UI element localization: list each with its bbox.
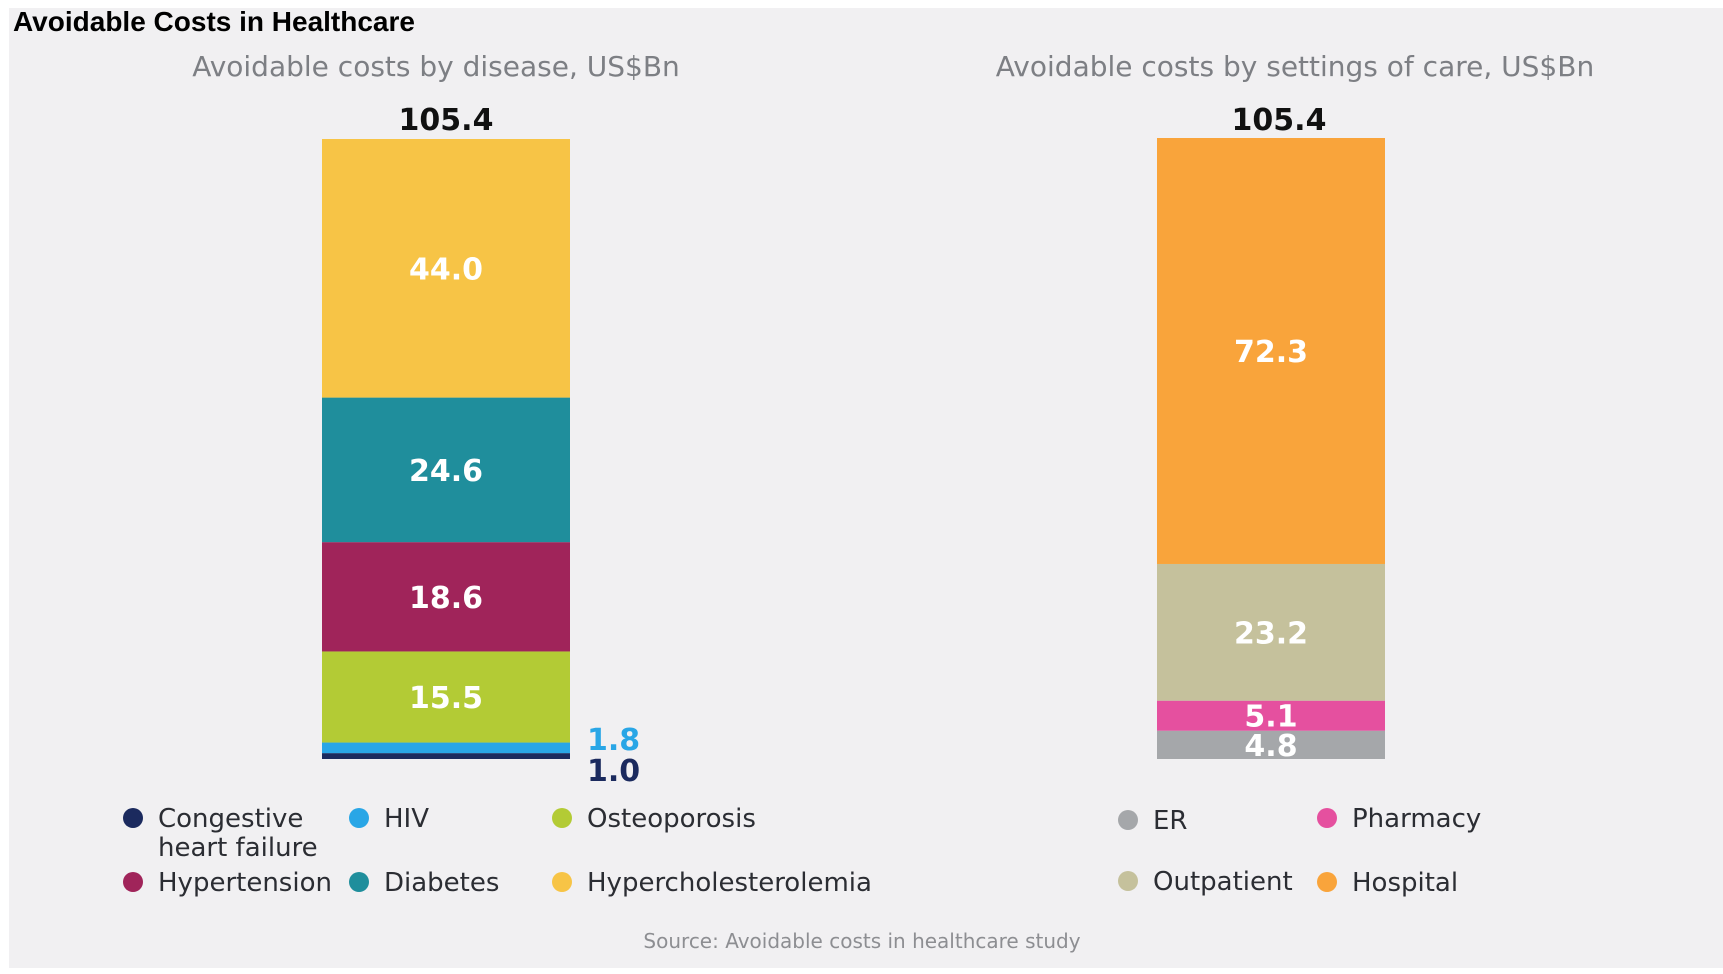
data-label-pharmacy: 5.1 [1244,700,1297,735]
legend-swatch-hypercholesterolemia [552,872,572,892]
data-label-outpatient: 23.2 [1234,616,1308,651]
legend-label-pharmacy: Pharmacy [1352,804,1481,834]
legend-label-osteoporosis: Osteoporosis [587,804,756,834]
data-label-congestive-heart-failure: 1.0 [587,754,640,789]
bar-segment-er [1157,730,1385,759]
bar-segment-outpatient [1157,563,1385,701]
chart-subtitle-settings: Avoidable costs by settings of care, US$… [996,50,1594,83]
page-title: Avoidable Costs in Healthcare [13,6,415,37]
data-label-hiv: 1.8 [587,723,640,758]
bar-segment-congestive-heart-failure [322,753,570,759]
data-label-hospital: 72.3 [1234,335,1308,370]
total-label-disease: 105.4 [399,103,494,138]
legend-label-hypercholesterolemia: Hypercholesterolemia [587,868,872,898]
legend-label-outpatient: Outpatient [1153,867,1293,897]
data-label-er: 4.8 [1244,729,1297,764]
data-label-hypertension: 18.6 [409,581,483,616]
data-label-diabetes: 24.6 [409,454,483,489]
legend-label-diabetes: Diabetes [384,868,499,898]
legend-label-er: ER [1153,806,1188,836]
bar-segment-pharmacy [1157,700,1385,731]
legend-swatch-pharmacy [1317,808,1337,828]
source-note: Source: Avoidable costs in healthcare st… [643,929,1080,953]
total-label-settings: 105.4 [1232,103,1327,138]
bar-segment-hospital [1157,138,1385,564]
legend-swatch-hypertension [123,872,143,892]
data-label-hypercholesterolemia: 44.0 [409,252,483,287]
chart-background [9,8,1723,968]
legend-label-congestive-heart-failure-line-1: Congestive [158,804,303,834]
bar-segment-diabetes [322,397,570,543]
legend-swatch-outpatient [1118,871,1138,891]
legend-label-congestive-heart-failure-line-2: heart failure [158,833,318,863]
bar-segment-hypercholesterolemia [322,139,570,398]
bar-segment-hiv [322,742,570,754]
bar-segment-osteoporosis [322,651,570,743]
legend-swatch-congestive-heart-failure [123,808,143,828]
legend-swatch-hiv [349,808,369,828]
legend-label-hiv: HIV [384,804,429,834]
legend-swatch-hospital [1317,872,1337,892]
legend-label-hypertension: Hypertension [158,868,332,898]
legend-swatch-er [1118,810,1138,830]
legend-swatch-osteoporosis [552,808,572,828]
data-label-osteoporosis: 15.5 [409,681,483,716]
legend-swatch-diabetes [349,872,369,892]
legend-label-hospital: Hospital [1352,868,1458,898]
chart-subtitle-disease: Avoidable costs by disease, US$Bn [192,50,680,83]
bar-segment-hypertension [322,542,570,652]
